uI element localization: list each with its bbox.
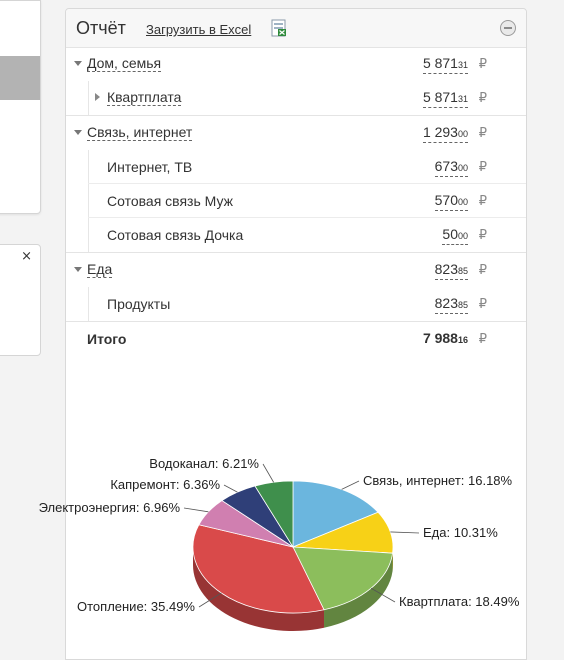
currency-ruble-icon: ₽ — [479, 90, 487, 106]
left-popup-panel: × — [0, 244, 41, 356]
child-label[interactable]: Квартплата — [107, 90, 181, 106]
child-amount[interactable]: 5000 — [442, 227, 468, 245]
child-label: Сотовая связь Муж — [107, 193, 233, 209]
group-amount[interactable]: 82385 — [435, 262, 468, 280]
close-icon[interactable]: × — [21, 249, 32, 264]
collapse-arrow-icon[interactable] — [74, 61, 82, 66]
group-amount[interactable]: 5 87131 — [423, 56, 468, 74]
child-label: Продукты — [107, 296, 170, 312]
child-row-mobile-husband: Сотовая связь Муж 57000 ₽ — [66, 184, 526, 218]
child-row-mobile-daughter: Сотовая связь Дочка 5000 ₽ — [66, 218, 526, 252]
group-row-food: Еда 82385 ₽ — [66, 253, 526, 287]
collapse-arrow-icon[interactable] — [74, 267, 82, 272]
child-amount[interactable]: 57000 — [435, 193, 468, 211]
group-label[interactable]: Связь, интернет — [87, 125, 192, 141]
child-label: Интернет, ТВ — [107, 159, 192, 175]
excel-file-icon[interactable] — [271, 19, 287, 37]
currency-ruble-icon: ₽ — [479, 56, 487, 72]
collapse-icon[interactable] — [500, 20, 516, 36]
currency-ruble-icon: ₽ — [479, 331, 487, 347]
currency-ruble-icon: ₽ — [479, 296, 487, 312]
report-rows: Дом, семья 5 87131 ₽ Квартплата 5 87131 … — [66, 47, 526, 356]
report-header: Отчёт Загрузить в Excel — [66, 9, 526, 48]
group-amount[interactable]: 1 29300 — [423, 125, 468, 143]
total-row: Итого 7 98816 ₽ — [66, 322, 526, 356]
group-label[interactable]: Дом, семья — [87, 56, 161, 72]
currency-ruble-icon: ₽ — [479, 193, 487, 209]
group-label[interactable]: Еда — [87, 262, 112, 278]
child-row-kvartplata: Квартплата 5 87131 ₽ — [66, 81, 526, 115]
total-amount: 7 98816 — [423, 331, 468, 348]
currency-ruble-icon: ₽ — [479, 227, 487, 243]
child-row-internet-tv: Интернет, ТВ 67300 ₽ — [66, 150, 526, 184]
currency-ruble-icon: ₽ — [479, 159, 487, 175]
group-row-home-family: Дом, семья 5 87131 ₽ — [66, 47, 526, 81]
expand-arrow-icon[interactable] — [95, 93, 100, 101]
left-panel-selected-item[interactable] — [0, 56, 40, 100]
excel-download-link[interactable]: Загрузить в Excel — [146, 22, 251, 37]
child-row-products: Продукты 82385 ₽ — [66, 287, 526, 321]
report-panel: Отчёт Загрузить в Excel Дом, семья 5 871… — [65, 8, 527, 660]
child-label: Сотовая связь Дочка — [107, 227, 243, 243]
report-title: Отчёт — [76, 18, 126, 39]
child-amount[interactable]: 82385 — [435, 296, 468, 314]
child-amount[interactable]: 67300 — [435, 159, 468, 177]
currency-ruble-icon: ₽ — [479, 262, 487, 278]
left-side-panel — [0, 0, 41, 214]
collapse-arrow-icon[interactable] — [74, 130, 82, 135]
child-amount[interactable]: 5 87131 — [423, 90, 468, 108]
total-label: Итого — [87, 331, 126, 347]
group-row-communication: Связь, интернет 1 29300 ₽ — [66, 116, 526, 150]
currency-ruble-icon: ₽ — [479, 125, 487, 141]
